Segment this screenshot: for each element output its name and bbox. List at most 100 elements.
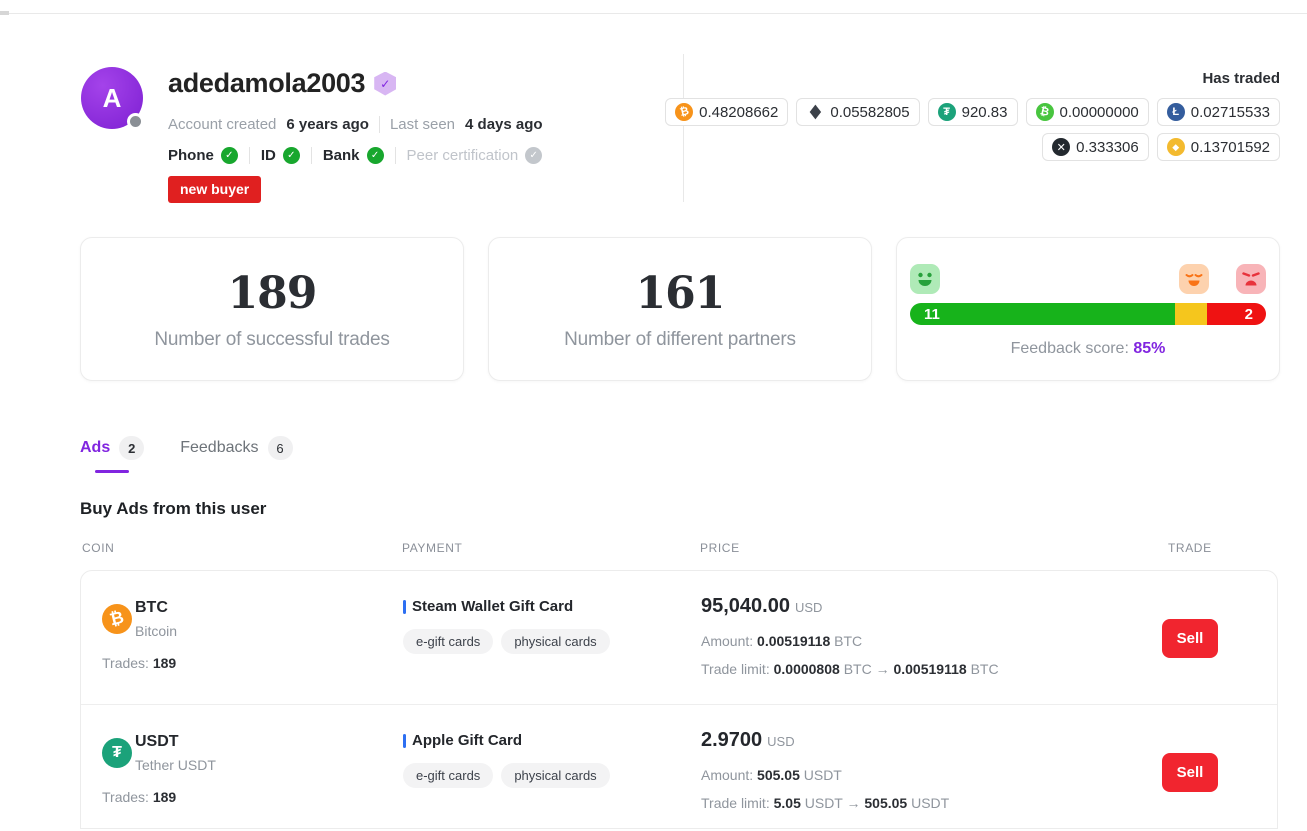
feedback-bar: 11 2 xyxy=(910,303,1266,325)
verification-badges: Phone ✓ ID ✓ Bank ✓ Peer certification ✓ xyxy=(168,147,543,164)
column-header-coin: COIN xyxy=(82,541,115,555)
successful-trades-card: 189 Number of successful trades xyxy=(80,237,464,381)
tag: e-gift cards xyxy=(403,763,494,788)
tag: e-gift cards xyxy=(403,629,494,654)
edge-tick xyxy=(0,11,9,15)
btc-icon: ₿ xyxy=(102,604,132,634)
usdt-icon: ₮ xyxy=(102,738,132,768)
coin-symbol: BTC xyxy=(135,599,168,616)
ads-count-badge: 2 xyxy=(119,436,145,460)
tab-ads[interactable]: Ads 2 xyxy=(80,436,145,473)
payment-tags: e-gift cards physical cards xyxy=(403,629,610,654)
bch-icon: ₿ xyxy=(1035,103,1054,121)
id-verified: ID ✓ xyxy=(261,147,300,164)
divider xyxy=(248,147,250,164)
feedback-score-value: 85% xyxy=(1133,340,1166,357)
traded-xrp: ✕ 0.333306 xyxy=(1042,133,1149,161)
angry-face-icon xyxy=(1236,264,1266,294)
check-icon: ✓ xyxy=(220,147,238,164)
price: 95,040.00 USD xyxy=(701,595,823,617)
payment-accent-bar xyxy=(403,599,406,614)
traded-coins-row-2: ✕ 0.333306 ◆ 0.13701592 xyxy=(1042,133,1280,161)
negative-segment: 2 xyxy=(1206,303,1266,325)
trades-count: 189 xyxy=(227,267,318,319)
traded-eth: ◆ 0.05582805 xyxy=(796,98,920,126)
divider xyxy=(394,147,396,164)
positive-segment: 11 xyxy=(910,303,1176,325)
trade-limit-line: Trade limit: 0.0000808 BTC → 0.00519118 … xyxy=(701,661,999,677)
status-dot xyxy=(127,113,144,130)
traded-ltc: Ł 0.02715533 xyxy=(1156,98,1280,126)
ad-row-usdt: ₮ USDT Tether USDT Trades: 189 Apple Gif… xyxy=(81,704,1277,828)
arrow-icon: → xyxy=(846,795,861,811)
new-buyer-badge: new buyer xyxy=(168,176,262,203)
laughing-face-icon xyxy=(1179,264,1209,294)
bnb-icon: ◆ xyxy=(1166,138,1185,156)
btc-icon: ₿ xyxy=(675,103,694,121)
tab-feedbacks[interactable]: Feedbacks 6 xyxy=(180,436,293,473)
price: 2.9700 USD xyxy=(701,729,795,751)
usdt-icon: ₮ xyxy=(937,103,956,121)
arrow-icon: → xyxy=(875,661,890,677)
amount-line: Amount: 0.00519118 BTC xyxy=(701,633,863,649)
neutral-segment xyxy=(1175,303,1207,325)
coin-name: Tether USDT xyxy=(135,757,216,773)
payment-method-link[interactable]: Steam Wallet Gift Card xyxy=(403,598,573,615)
ads-table: ₿ BTC Bitcoin Trades: 189 Steam Wallet G… xyxy=(80,570,1278,829)
payment-method-link[interactable]: Apple Gift Card xyxy=(403,732,522,749)
tag: physical cards xyxy=(501,629,610,654)
sell-button[interactable]: Sell xyxy=(1162,619,1218,658)
avatar: A xyxy=(81,67,144,130)
partners-card: 161 Number of different partners xyxy=(488,237,872,381)
amount-line: Amount: 505.05 USDT xyxy=(701,767,842,783)
traded-bch: ₿ 0.00000000 xyxy=(1025,98,1149,126)
check-icon: ✓ xyxy=(366,147,384,164)
profile-tabs: Ads 2 Feedbacks 6 xyxy=(80,436,293,473)
profile-section-divider xyxy=(683,54,684,202)
eth-icon: ◆ xyxy=(809,100,822,123)
check-icon: ✓ xyxy=(282,147,300,164)
account-created-label: Account created xyxy=(168,116,277,133)
last-seen-value: 4 days ago xyxy=(465,116,543,133)
coin-symbol: USDT xyxy=(135,733,179,750)
xrp-icon: ✕ xyxy=(1052,138,1071,156)
traded-btc: ₿ 0.48208662 xyxy=(665,98,789,126)
username: adedamola2003 xyxy=(168,68,366,98)
coin-trades: Trades: 189 xyxy=(102,655,177,671)
buy-ads-heading: Buy Ads from this user xyxy=(80,499,267,518)
account-meta: Account created 6 years ago Last seen 4 … xyxy=(168,116,543,133)
tag: physical cards xyxy=(501,763,610,788)
traded-bnb: ◆ 0.13701592 xyxy=(1156,133,1280,161)
column-header-payment: PAYMENT xyxy=(402,541,463,555)
peer-certification: Peer certification ✓ xyxy=(407,147,543,164)
feedback-score: Feedback score: 85% xyxy=(1010,340,1166,357)
verified-shield-icon: ✓ xyxy=(374,71,397,96)
trade-limit-line: Trade limit: 5.05 USDT → 505.05 USDT xyxy=(701,795,950,811)
column-header-price: PRICE xyxy=(700,541,740,555)
has-traded-title: Has traded xyxy=(1202,70,1280,87)
bank-verified: Bank ✓ xyxy=(323,147,384,164)
traded-usdt: ₮ 920.83 xyxy=(927,98,1018,126)
happy-face-icon xyxy=(910,264,940,294)
header-divider xyxy=(0,13,1307,14)
divider xyxy=(378,116,380,133)
check-icon: ✓ xyxy=(525,147,543,164)
last-seen-label: Last seen xyxy=(389,116,456,133)
coin-name: Bitcoin xyxy=(135,623,178,639)
phone-verified: Phone ✓ xyxy=(168,147,238,164)
profile-info: adedamola2003 ✓ Account created 6 years … xyxy=(168,68,543,164)
traded-coins-row-1: ₿ 0.48208662 ◆ 0.05582805 ₮ 920.83 ₿ 0.0… xyxy=(665,98,1280,126)
coin-trades: Trades: 189 xyxy=(102,789,177,805)
avatar-letter: A xyxy=(102,82,122,113)
feedback-card: 11 2 Feedback score: 85% xyxy=(896,237,1280,381)
account-created-value: 6 years ago xyxy=(286,116,369,133)
sell-button[interactable]: Sell xyxy=(1162,753,1218,792)
divider xyxy=(310,147,312,164)
ltc-icon: Ł xyxy=(1166,103,1185,121)
feedbacks-count-badge: 6 xyxy=(267,436,293,460)
column-header-trade: TRADE xyxy=(1168,541,1212,555)
partners-count: 161 xyxy=(635,267,726,319)
payment-tags: e-gift cards physical cards xyxy=(403,763,610,788)
payment-accent-bar xyxy=(403,733,406,748)
